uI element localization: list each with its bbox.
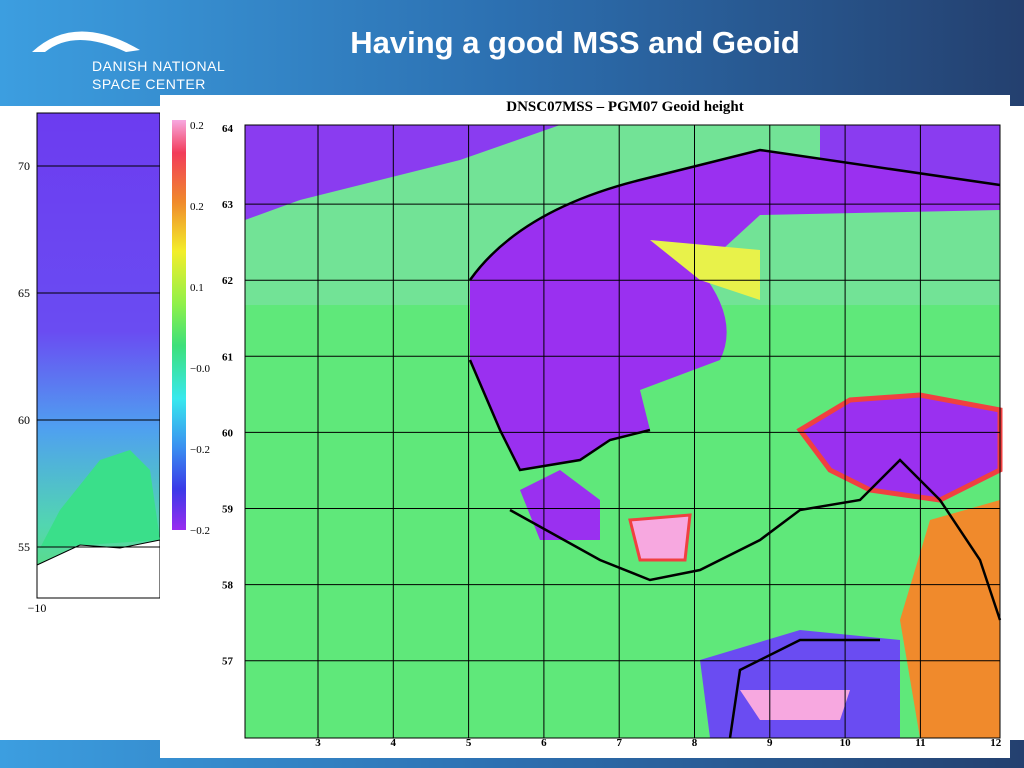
x-tick-label: 6 — [541, 737, 547, 749]
slide-title: Having a good MSS and Geoid — [350, 25, 800, 60]
coastline — [468, 148, 1002, 739]
pink-area — [628, 513, 692, 562]
x-tick-label: 3 — [315, 737, 321, 749]
colorbar-label: 0.2 — [190, 120, 204, 132]
norway-land — [470, 150, 1000, 470]
y-tick-label: 60 — [222, 427, 234, 439]
x-tick-label: 5 — [466, 737, 472, 749]
yellow-area — [650, 240, 760, 300]
purple-area — [520, 470, 600, 540]
colorbar-label: −0.0 — [190, 363, 210, 375]
logo-arc — [32, 31, 140, 52]
colorbar — [172, 120, 186, 530]
y-tick-label: 62 — [222, 275, 234, 287]
x-tick-label: 9 — [767, 737, 773, 749]
map-frame — [244, 124, 1001, 739]
y-tick-label: 63 — [222, 199, 234, 211]
y-tick-label: 57 — [222, 656, 234, 668]
purple-area — [245, 125, 560, 220]
x-tick-label: 12 — [990, 737, 1002, 749]
x-tick-label: 4 — [391, 737, 397, 749]
y-tick-label: 61 — [222, 351, 233, 363]
logo-text: SPACE CENTER — [92, 76, 206, 92]
y-tick-label: 55 — [18, 540, 30, 554]
colorbar-label: −0.2 — [190, 444, 210, 456]
map-title: DNSC07MSS – PGM07 Geoid height — [506, 99, 744, 115]
map-field — [244, 124, 1003, 739]
purple-area — [700, 630, 900, 738]
y-tick-label: 60 — [18, 413, 30, 427]
back-map-shelf — [40, 450, 160, 548]
orange-area — [900, 500, 1000, 738]
x-tick-label: −10 — [28, 601, 47, 615]
header-band — [0, 0, 1024, 106]
x-tick-label: 11 — [915, 737, 925, 749]
x-tick-label: 7 — [616, 737, 622, 749]
y-tick-label: 64 — [222, 123, 234, 135]
y-tick-label: 59 — [222, 504, 234, 516]
x-tick-label: 8 — [692, 737, 698, 749]
y-tick-label: 65 — [18, 286, 30, 300]
x-tick-label: 10 — [840, 737, 852, 749]
colorbar-label: 0.1 — [190, 282, 204, 294]
y-tick-label: 70 — [18, 159, 30, 173]
y-tick-label: 58 — [222, 580, 234, 592]
logo-text: DANISH NATIONAL — [92, 58, 225, 74]
colorbar-label: −0.2 — [190, 525, 210, 537]
colorbar-label: 0.2 — [190, 201, 204, 213]
pink-area — [740, 690, 850, 720]
